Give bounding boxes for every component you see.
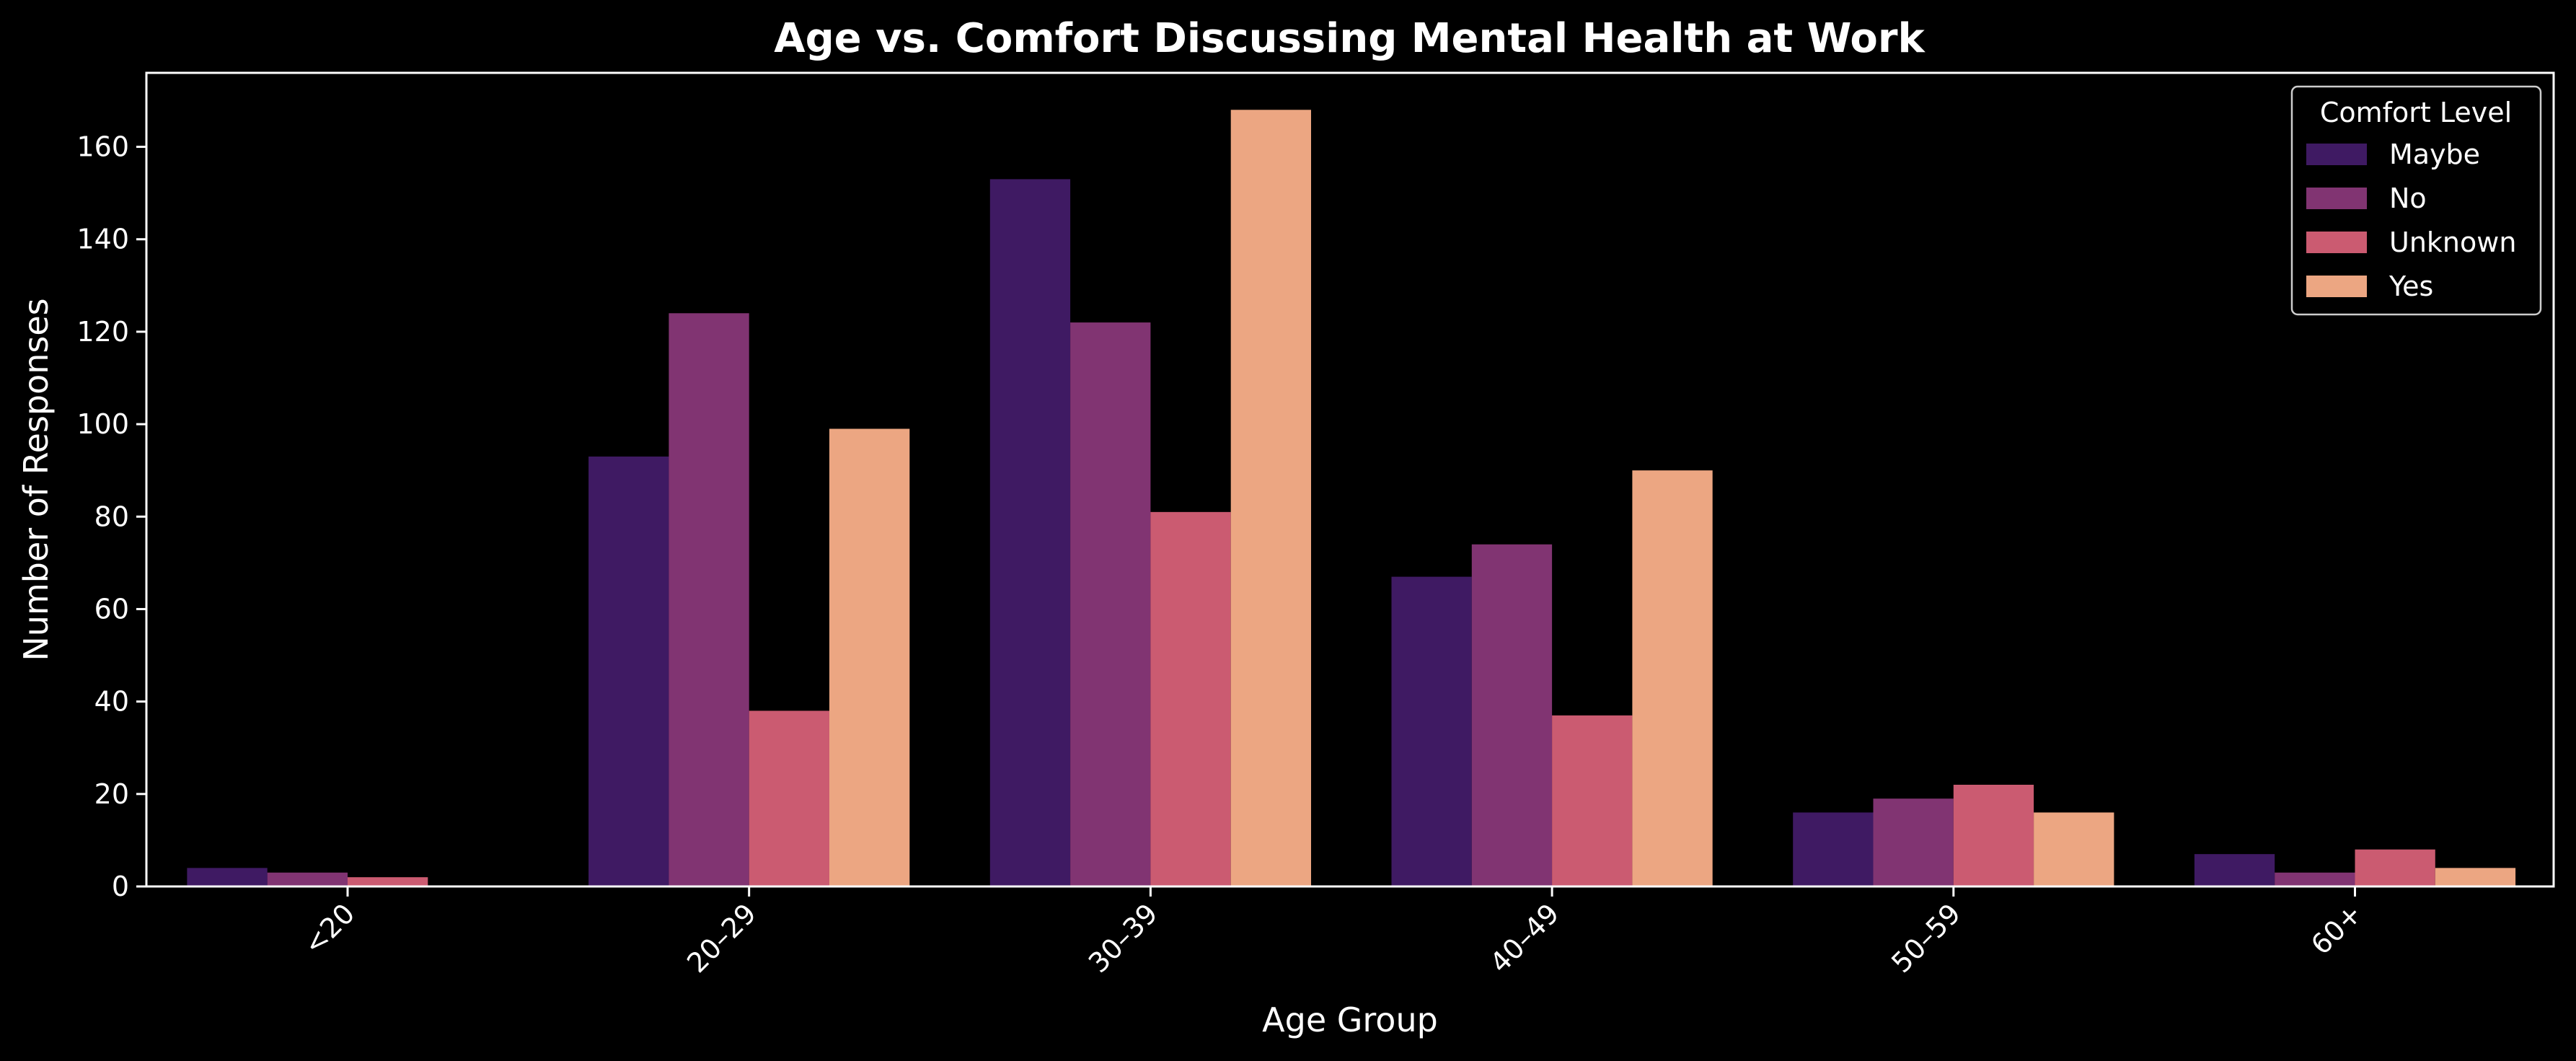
y-tick-label: 20 [94,778,129,810]
y-tick-label: 140 [76,224,129,255]
y-tick-label: 120 [76,316,129,348]
legend-swatch [2306,232,2367,253]
legend-label: Yes [2388,270,2433,302]
chart-title: Age vs. Comfort Discussing Mental Health… [774,15,1926,62]
y-axis-label: Number of Responses [17,298,56,661]
bar [749,710,829,886]
bar [1873,798,1954,886]
bar [2034,812,2114,886]
legend-label: Maybe [2389,138,2480,170]
bar [2435,868,2516,886]
y-tick-label: 0 [112,871,129,902]
bar [187,868,268,886]
legend-swatch [2306,276,2367,297]
bar [348,877,428,886]
bar [669,313,749,886]
bar [1150,511,1231,886]
legend-swatch [2306,188,2367,209]
legend-title: Comfort Level [2320,97,2512,128]
x-axis-label: Age Group [1262,1000,1438,1039]
bar [1471,544,1553,886]
bars-group [187,110,2516,887]
legend-swatch [2306,144,2367,165]
y-tick-label: 40 [94,686,129,718]
legend-label: No [2389,182,2427,214]
bar [1230,110,1311,886]
y-axis-ticks: 0 20 40 60 80 100 120 140 160 [76,131,146,902]
bar [1552,715,1633,886]
bar [1632,470,1713,886]
y-tick-label: 160 [76,131,129,163]
y-tick-label: 80 [94,501,129,532]
bar [829,428,910,886]
y-tick-label: 100 [76,408,129,440]
legend-label: Unknown [2389,226,2516,258]
bar [1391,576,1472,886]
bar [1793,812,1874,886]
bar [989,179,1071,886]
bar [2355,849,2435,886]
y-tick-label: 60 [94,593,129,625]
bar [267,872,348,886]
bar [1070,322,1151,887]
bar [588,456,669,886]
bar [2194,854,2275,886]
plot-frame [145,71,2555,888]
bar [1953,785,2034,886]
bar [2275,872,2355,886]
legend: Comfort Level Maybe No Unknown Yes [2290,85,2542,316]
